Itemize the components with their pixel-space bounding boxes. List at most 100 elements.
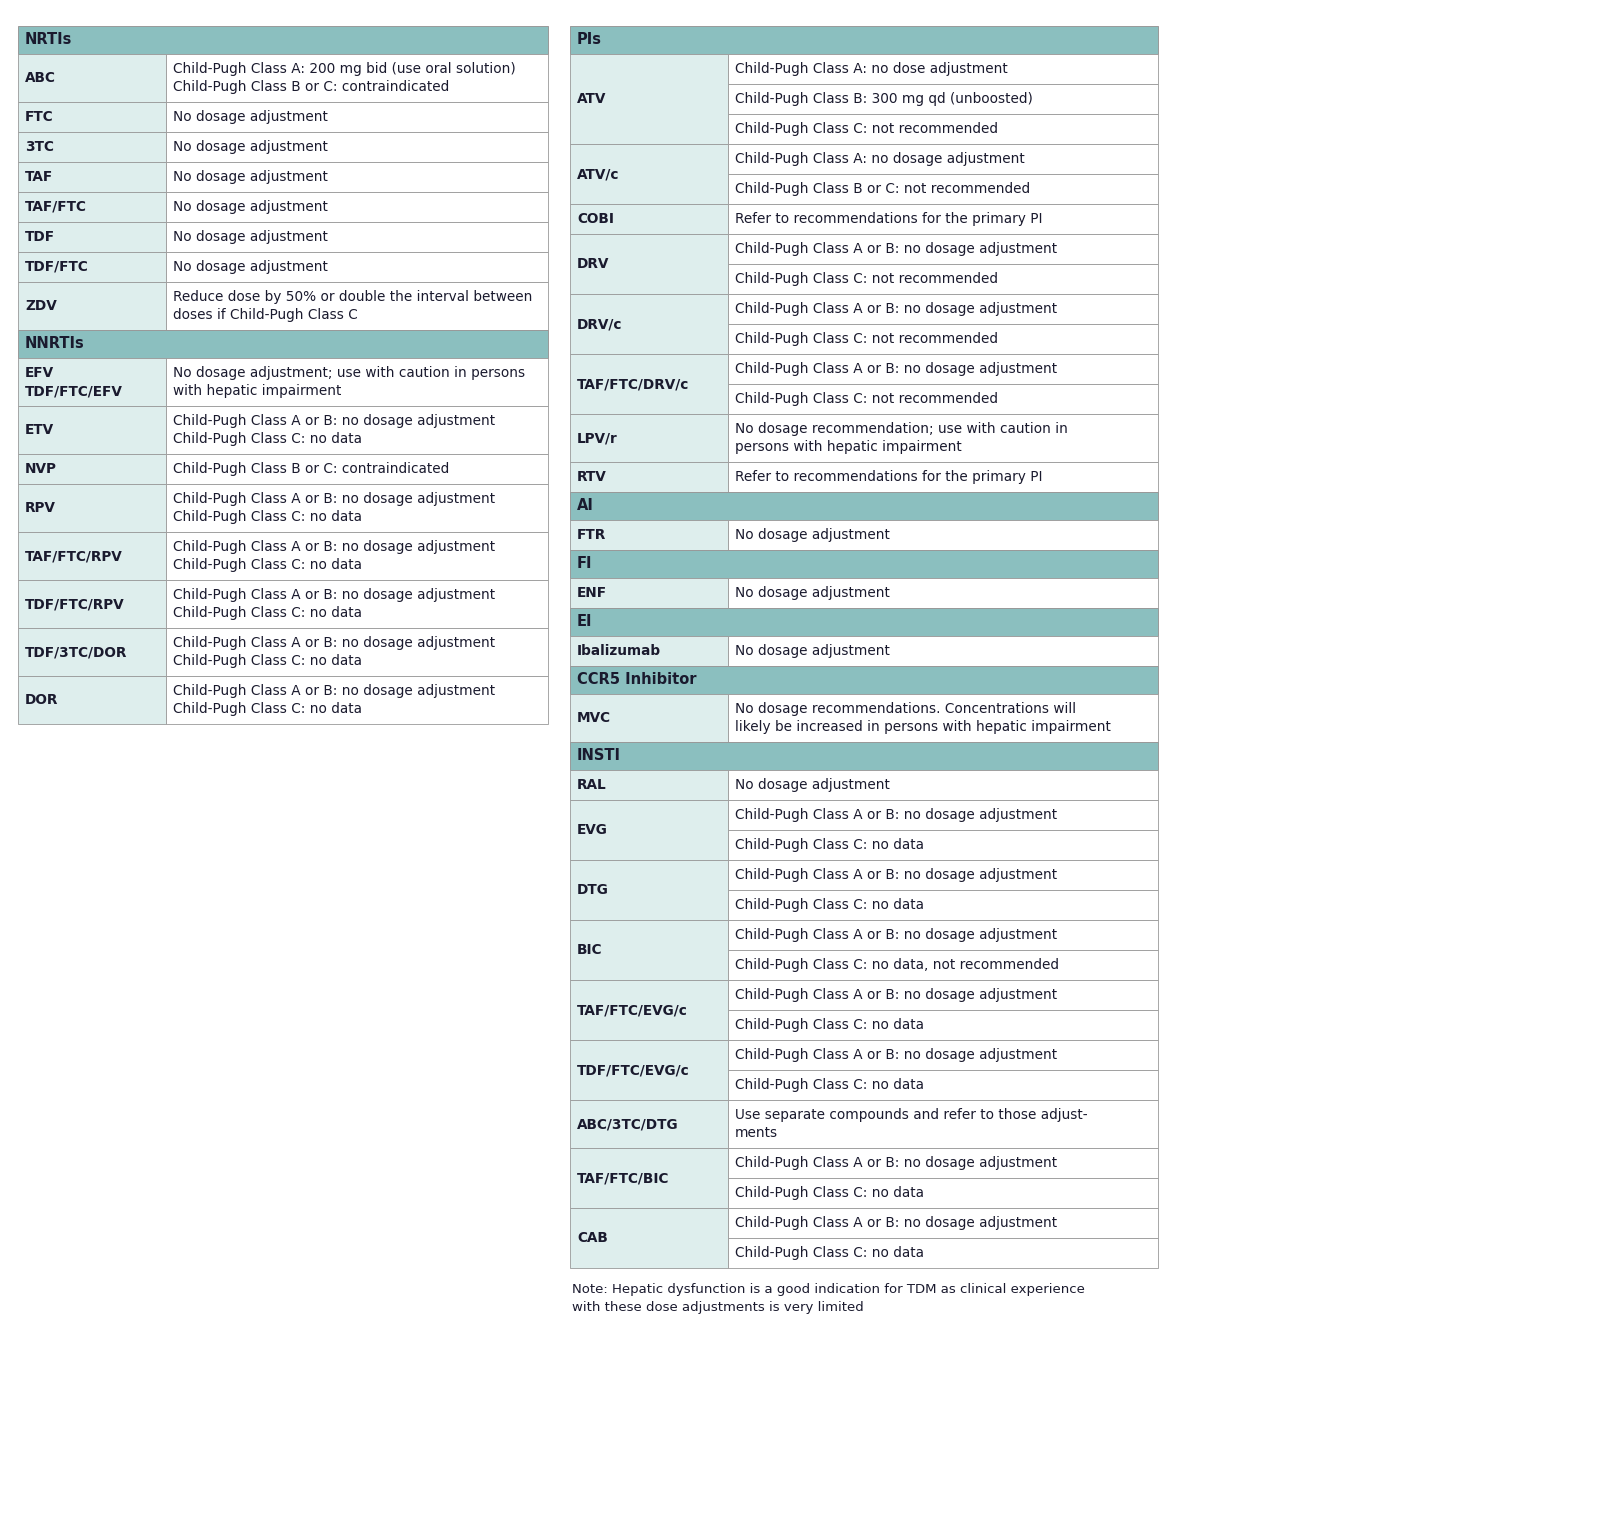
- Bar: [728, 84, 1157, 114]
- Text: EI: EI: [576, 614, 592, 630]
- Text: Child-Pugh Class A or B: no dosage adjustment: Child-Pugh Class A or B: no dosage adjus…: [734, 808, 1057, 822]
- Text: Child-Pugh Class A or B: no dosage adjustment: Child-Pugh Class A or B: no dosage adjus…: [734, 1157, 1057, 1170]
- Text: Child-Pugh Class B: 300 mg qd (unboosted): Child-Pugh Class B: 300 mg qd (unboosted…: [734, 92, 1033, 106]
- Text: Refer to recommendations for the primary PI: Refer to recommendations for the primary…: [734, 212, 1043, 226]
- Bar: [570, 636, 728, 667]
- Text: No dosage adjustment: No dosage adjustment: [173, 111, 328, 124]
- Bar: [166, 455, 549, 484]
- Text: Child-Pugh Class A or B: no dosage adjustment
Child-Pugh Class C: no data: Child-Pugh Class A or B: no dosage adjus…: [173, 588, 495, 621]
- Bar: [18, 330, 549, 358]
- Bar: [166, 54, 549, 101]
- Bar: [18, 283, 166, 330]
- Bar: [728, 1071, 1157, 1100]
- Text: DRV: DRV: [576, 257, 610, 270]
- Bar: [728, 1040, 1157, 1071]
- Bar: [570, 26, 1157, 54]
- Bar: [18, 223, 166, 252]
- Bar: [18, 628, 166, 676]
- Text: TAF: TAF: [24, 170, 53, 184]
- Bar: [570, 54, 728, 144]
- Bar: [18, 676, 166, 723]
- Text: 3TC: 3TC: [24, 140, 53, 154]
- Bar: [570, 550, 1157, 578]
- Text: DOR: DOR: [24, 693, 58, 707]
- Text: TAF/FTC/RPV: TAF/FTC/RPV: [24, 548, 123, 564]
- Text: Child-Pugh Class C: no data: Child-Pugh Class C: no data: [734, 899, 923, 912]
- Bar: [570, 353, 728, 415]
- Bar: [728, 174, 1157, 204]
- Text: DTG: DTG: [576, 883, 608, 897]
- Bar: [18, 406, 166, 455]
- Text: CAB: CAB: [576, 1230, 608, 1246]
- Text: Child-Pugh Class C: no data: Child-Pugh Class C: no data: [734, 839, 923, 852]
- Bar: [570, 293, 728, 353]
- Bar: [18, 531, 166, 581]
- Bar: [728, 233, 1157, 264]
- Bar: [18, 54, 166, 101]
- Bar: [570, 667, 1157, 694]
- Text: Child-Pugh Class A or B: no dosage adjustment
Child-Pugh Class C: no data: Child-Pugh Class A or B: no dosage adjus…: [173, 413, 495, 447]
- Text: No dosage adjustment: No dosage adjustment: [173, 230, 328, 244]
- Text: RAL: RAL: [576, 779, 607, 793]
- Bar: [18, 101, 166, 132]
- Text: Child-Pugh Class C: no data: Child-Pugh Class C: no data: [734, 1186, 923, 1200]
- Bar: [728, 829, 1157, 860]
- Text: Use separate compounds and refer to those adjust-
ments: Use separate compounds and refer to thos…: [734, 1107, 1088, 1140]
- Bar: [570, 742, 1157, 770]
- Text: NVP: NVP: [24, 462, 56, 476]
- Bar: [570, 521, 728, 550]
- Text: Child-Pugh Class C: not recommended: Child-Pugh Class C: not recommended: [734, 332, 997, 346]
- Text: Child-Pugh Class A: 200 mg bid (use oral solution)
Child-Pugh Class B or C: cont: Child-Pugh Class A: 200 mg bid (use oral…: [173, 61, 516, 95]
- Bar: [728, 800, 1157, 829]
- Text: ABC/3TC/DTG: ABC/3TC/DTG: [576, 1117, 678, 1130]
- Text: Child-Pugh Class B or C: not recommended: Child-Pugh Class B or C: not recommended: [734, 181, 1030, 197]
- Bar: [166, 406, 549, 455]
- Bar: [166, 484, 549, 531]
- Bar: [570, 204, 728, 233]
- Text: INSTI: INSTI: [576, 748, 621, 763]
- Text: No dosage adjustment: No dosage adjustment: [734, 779, 889, 793]
- Text: NNRTIs: NNRTIs: [24, 336, 86, 352]
- Text: Child-Pugh Class A or B: no dosage adjustment: Child-Pugh Class A or B: no dosage adjus…: [734, 243, 1057, 257]
- Bar: [570, 694, 728, 742]
- Text: Child-Pugh Class A or B: no dosage adjustment: Child-Pugh Class A or B: no dosage adjus…: [734, 988, 1057, 1001]
- Text: No dosage recommendation; use with caution in
persons with hepatic impairment: No dosage recommendation; use with cauti…: [734, 421, 1068, 455]
- Text: No dosage adjustment: No dosage adjustment: [734, 644, 889, 657]
- Bar: [18, 455, 166, 484]
- Text: FI: FI: [576, 556, 592, 571]
- Text: ABC: ABC: [24, 71, 56, 84]
- Bar: [570, 144, 728, 204]
- Bar: [728, 980, 1157, 1011]
- Bar: [18, 26, 549, 54]
- Text: No dosage recommendations. Concentrations will
likely be increased in persons wi: No dosage recommendations. Concentration…: [734, 702, 1110, 734]
- Bar: [728, 920, 1157, 949]
- Text: No dosage adjustment: No dosage adjustment: [173, 260, 328, 273]
- Bar: [728, 1238, 1157, 1269]
- Bar: [728, 204, 1157, 233]
- Text: Refer to recommendations for the primary PI: Refer to recommendations for the primary…: [734, 470, 1043, 484]
- Text: Child-Pugh Class A or B: no dosage adjustment: Child-Pugh Class A or B: no dosage adjus…: [734, 1048, 1057, 1061]
- Text: ETV: ETV: [24, 422, 55, 438]
- Bar: [728, 462, 1157, 492]
- Bar: [728, 144, 1157, 174]
- Text: RPV: RPV: [24, 501, 56, 515]
- Text: TAF/FTC: TAF/FTC: [24, 200, 87, 214]
- Bar: [728, 353, 1157, 384]
- Bar: [18, 581, 166, 628]
- Text: TDF: TDF: [24, 230, 55, 244]
- Text: TDF/FTC: TDF/FTC: [24, 260, 89, 273]
- Text: Ibalizumab: Ibalizumab: [576, 644, 662, 657]
- Text: Child-Pugh Class A: no dosage adjustment: Child-Pugh Class A: no dosage adjustment: [734, 152, 1025, 166]
- Bar: [570, 860, 728, 920]
- Bar: [570, 920, 728, 980]
- Bar: [166, 676, 549, 723]
- Text: No dosage adjustment: No dosage adjustment: [734, 587, 889, 601]
- Bar: [18, 161, 166, 192]
- Text: Child-Pugh Class A or B: no dosage adjustment: Child-Pugh Class A or B: no dosage adjus…: [734, 1217, 1057, 1230]
- Text: No dosage adjustment: No dosage adjustment: [173, 140, 328, 154]
- Text: BIC: BIC: [576, 943, 602, 957]
- Text: Child-Pugh Class A or B: no dosage adjustment: Child-Pugh Class A or B: no dosage adjus…: [734, 303, 1057, 316]
- Bar: [166, 223, 549, 252]
- Bar: [570, 1040, 728, 1100]
- Text: Child-Pugh Class A or B: no dosage adjustment
Child-Pugh Class C: no data: Child-Pugh Class A or B: no dosage adjus…: [173, 636, 495, 668]
